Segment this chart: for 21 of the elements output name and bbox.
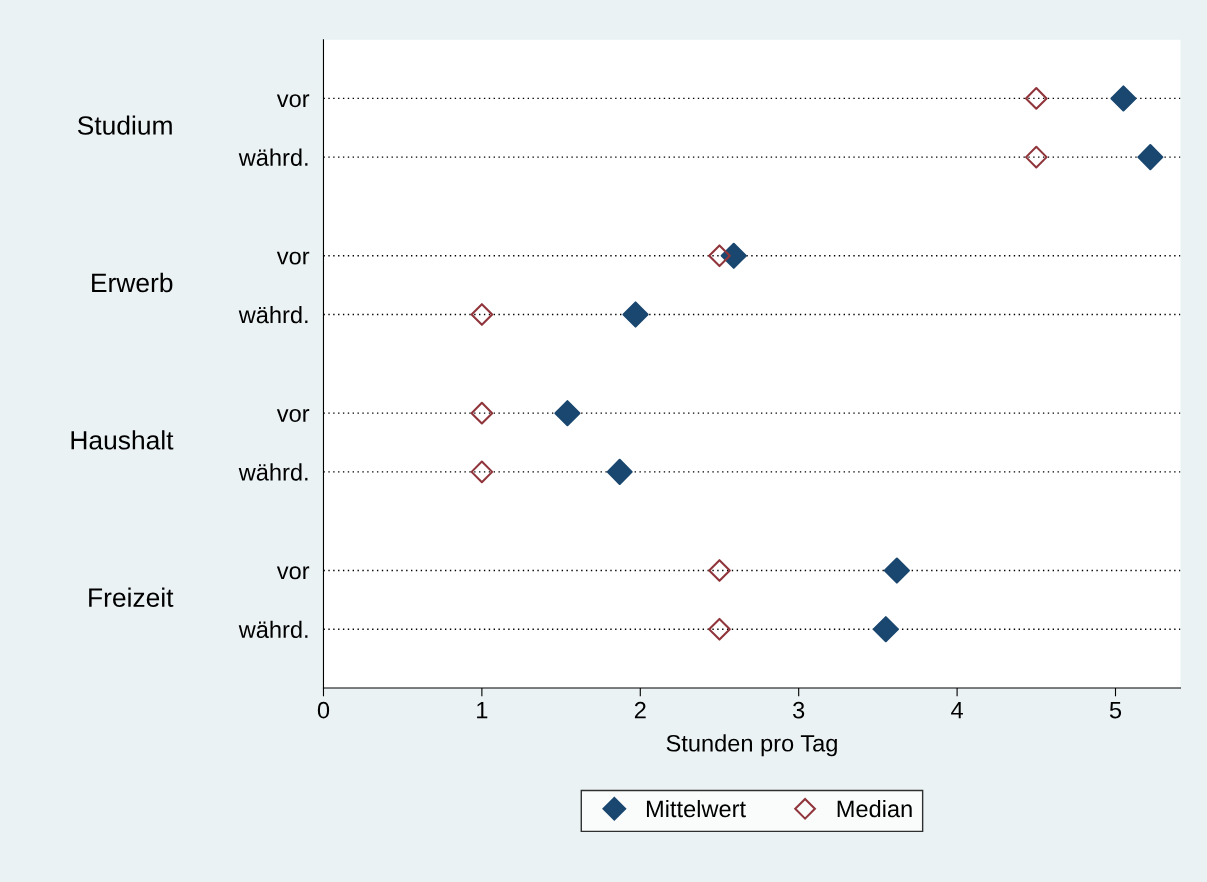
x-tick-label: 3 (793, 701, 805, 719)
y-tick-label: vor (276, 251, 310, 265)
legend-label: Mittelwert (646, 799, 746, 818)
y-tick-label: vor (276, 409, 310, 422)
text: Studium (77, 115, 172, 135)
y-tick-label: vor (276, 566, 310, 580)
y-tick-label: vor (276, 94, 310, 108)
legend-label: Median (837, 799, 912, 818)
text: Freizeit (89, 587, 174, 607)
y-tick-label: währd. (238, 620, 308, 639)
x-axis-title: Stunden pro Tag (666, 734, 837, 757)
y-tick-label: währd. (238, 148, 308, 166)
x-tick-label: 4 (951, 702, 963, 719)
y-tick-label: währd. (238, 463, 308, 481)
text: Erwerb (92, 272, 173, 293)
x-tick-label: 0 (317, 701, 330, 719)
x-tick-label: 1 (477, 702, 488, 719)
x-tick-label: 2 (634, 701, 646, 719)
y-tick-label: währd. (238, 305, 308, 324)
x-tick-label: 5 (1109, 702, 1122, 719)
text: Haushalt (71, 430, 174, 450)
